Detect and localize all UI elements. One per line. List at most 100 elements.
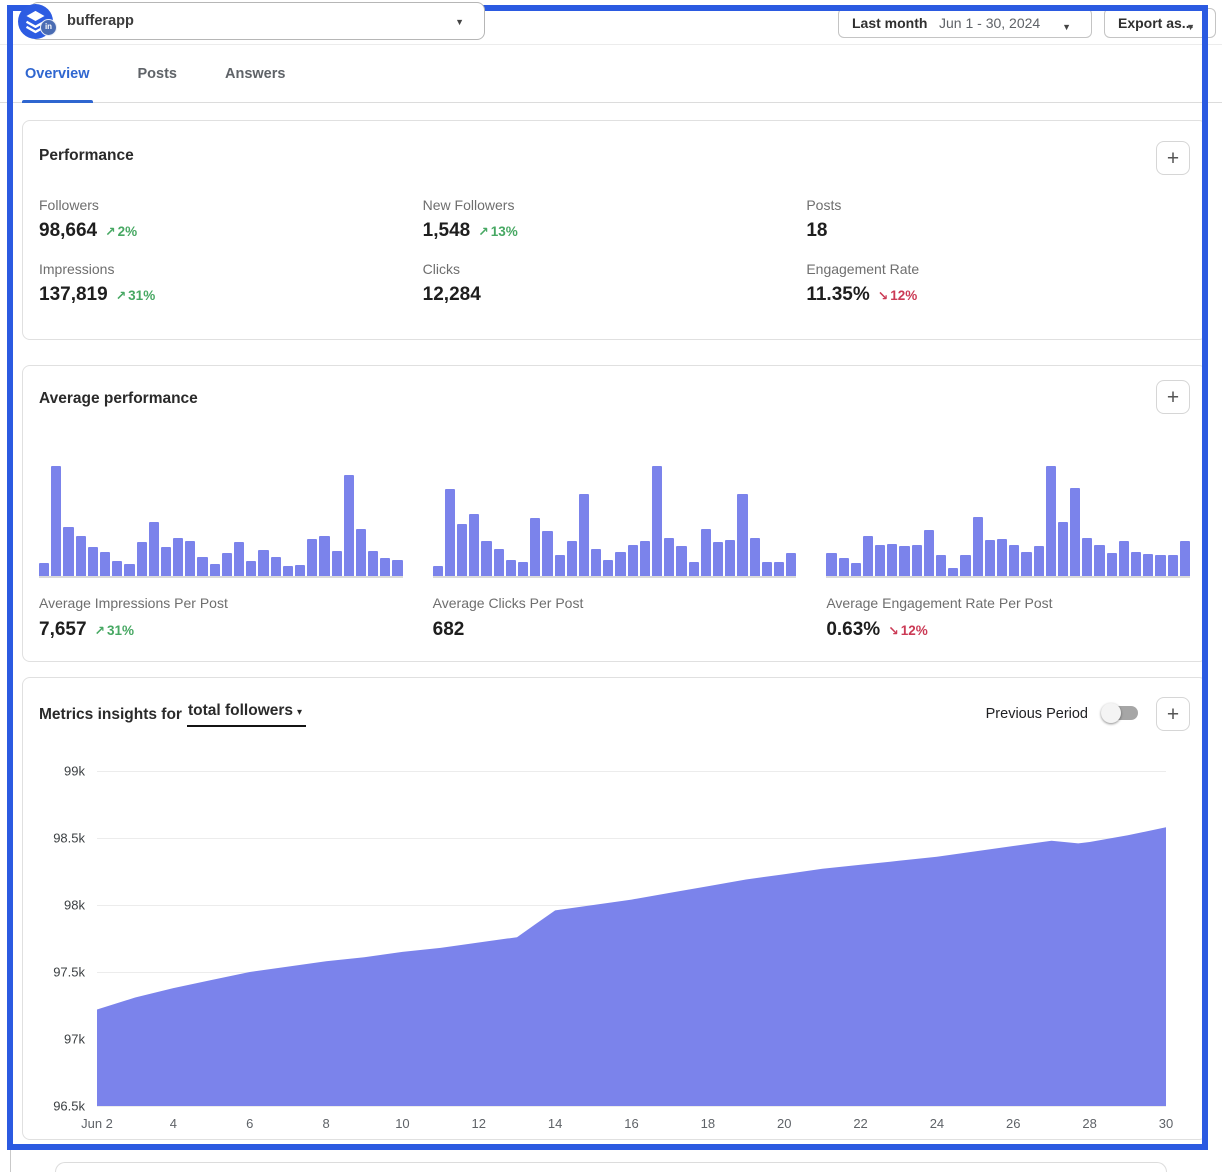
export-as-label: Export as... <box>1118 15 1194 31</box>
y-axis-tick-label: 97k <box>64 1031 85 1047</box>
metric-posts: Posts 18 <box>806 197 842 241</box>
metric-value: 11.35% <box>806 284 870 305</box>
performance-card-title: Performance <box>39 147 134 164</box>
bar <box>1167 555 1178 576</box>
bar <box>493 548 504 576</box>
previous-period-label: Previous Period <box>985 706 1088 722</box>
bar <box>838 558 849 576</box>
y-axis-tick-label: 96.5k <box>53 1098 85 1114</box>
x-axis-tick-label: 10 <box>395 1116 410 1131</box>
metric-impressions: Impressions 137,819 ↗ 31% <box>39 261 156 305</box>
tab-answers[interactable]: Answers <box>225 66 286 82</box>
export-as-button[interactable]: Export as... ▼ <box>1104 8 1216 38</box>
x-axis-tick-label: Jun 2 <box>81 1116 113 1131</box>
x-axis-tick-label: 4 <box>169 1116 177 1131</box>
linkedin-icon: in <box>40 19 57 36</box>
bar <box>39 562 50 576</box>
bar <box>1179 540 1190 576</box>
bar <box>1033 546 1044 576</box>
insights-header: Metrics insights for total followers ▾ <box>39 702 1190 727</box>
add-metric-button[interactable]: + <box>1156 141 1190 175</box>
trend-arrow-icon: ↘ <box>877 289 889 303</box>
bar <box>948 568 959 576</box>
x-axis-tick-label: 30 <box>1158 1116 1174 1131</box>
avg-engagement-bar-chart <box>826 466 1190 578</box>
bar <box>725 539 736 576</box>
gridline <box>97 838 1166 839</box>
bar <box>209 563 220 576</box>
bar <box>786 552 797 576</box>
bar <box>826 552 837 576</box>
bar <box>355 528 367 576</box>
account-selector[interactable]: bufferapp ▼ <box>30 2 485 40</box>
bar <box>1131 551 1142 576</box>
metric-value: 1,548 <box>422 220 471 241</box>
bar <box>652 466 663 576</box>
bar <box>432 566 443 576</box>
bar <box>444 489 456 576</box>
bar <box>566 540 577 576</box>
metric-clicks: Clicks 12,284 <box>422 261 481 305</box>
bar <box>197 557 208 576</box>
avg-impressions-bar-chart <box>39 466 403 578</box>
metric-delta: ↗ 13% <box>478 224 518 239</box>
avg-impressions-chart-block: Average Impressions Per Post 7,657 ↗ 31% <box>39 466 403 641</box>
bar <box>505 559 516 576</box>
bar <box>911 545 922 576</box>
tab-overview[interactable]: Overview <box>22 46 93 103</box>
bar <box>591 548 602 576</box>
followers-area-chart: 99k 98.5k 98k 97.5k 97k 96.5k <box>39 764 1190 1114</box>
metric-selector-dropdown[interactable]: total followers ▾ <box>186 702 307 727</box>
bar <box>875 545 886 576</box>
add-metric-button[interactable]: + <box>1156 380 1190 414</box>
bar <box>392 559 403 576</box>
bar <box>457 524 468 576</box>
average-performance-title: Average performance <box>39 390 198 407</box>
bar <box>87 547 98 576</box>
bar <box>246 560 257 576</box>
chevron-down-icon: ▾ <box>297 707 303 718</box>
bar <box>850 562 861 576</box>
bar <box>294 565 306 576</box>
bar <box>887 544 898 576</box>
date-range-selector[interactable]: Last month Jun 1 - 30, 2024 ▼ <box>838 8 1092 38</box>
bar <box>1155 555 1166 576</box>
bar <box>124 563 135 576</box>
bar <box>542 530 553 576</box>
metric-value: 137,819 <box>39 284 108 305</box>
bar <box>676 546 687 576</box>
bar <box>996 538 1008 576</box>
bar <box>1045 466 1056 576</box>
metric-delta: ↗ 31% <box>115 288 156 303</box>
x-axis-tick-label: 12 <box>471 1116 487 1131</box>
metrics-insights-card: Metrics insights for total followers ▾ Pr… <box>22 677 1207 1140</box>
page-edge-line <box>10 1150 11 1172</box>
bar <box>173 537 184 576</box>
bar <box>578 493 590 576</box>
metric-delta: ↗ 2% <box>105 224 138 239</box>
stat-value: 7,657 <box>39 619 87 640</box>
metric-value: 98,664 <box>39 220 98 241</box>
bar <box>148 522 159 576</box>
stat-value: 682 <box>432 619 465 640</box>
bar <box>712 541 724 576</box>
avg-clicks-chart-block: Average Clicks Per Post 682 <box>432 466 797 641</box>
date-range-label: Jun 1 - 30, 2024 <box>939 15 1041 31</box>
metric-followers: Followers 98,664 ↗ 2% <box>39 197 138 241</box>
previous-period-toggle[interactable] <box>1101 703 1138 723</box>
y-axis-tick-label: 99k <box>64 763 85 779</box>
trend-arrow-icon: ↘ <box>888 624 899 638</box>
add-metric-button[interactable]: + <box>1156 697 1190 731</box>
bar <box>530 517 541 576</box>
bar <box>331 550 342 576</box>
metric-new-followers: New Followers 1,548 ↗ 13% <box>422 197 518 241</box>
bar <box>984 539 995 576</box>
bar <box>1070 488 1081 576</box>
chevron-down-icon: ▼ <box>1062 22 1071 32</box>
y-axis-tick-label: 98.5k <box>53 830 85 846</box>
tab-posts[interactable]: Posts <box>137 66 178 82</box>
x-axis-tick-label: 14 <box>547 1116 563 1131</box>
bar <box>615 551 626 576</box>
bar <box>639 540 651 576</box>
bar <box>343 474 354 576</box>
